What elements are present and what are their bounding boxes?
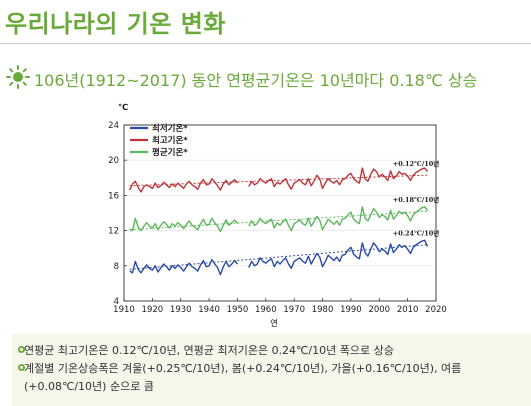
x-tick-label: 2010 [397, 305, 419, 315]
x-tick-label: 2000 [368, 305, 390, 315]
x-tick-label: 1940 [198, 305, 220, 315]
x-tick-label: 1980 [312, 305, 334, 315]
trend-line-mean [129, 210, 428, 231]
trend-label-mean: +0.18℃/10년 [393, 195, 439, 204]
legend-label-min: 최저기온* [152, 123, 188, 134]
note-seasonal: 계절별 기온상승폭은 겨울(+0.25℃/10년), 봄(+0.24℃/10년)… [24, 362, 462, 393]
x-tick-label: 1970 [283, 305, 305, 315]
notes-box [12, 334, 531, 406]
y-tick-label: 4 [114, 297, 119, 307]
temperature-chart: ℃ +0.12℃/10년 +0.18℃/10년 +0.24℃/10년 4 8 12 16 2… [100, 100, 450, 330]
y-tick-label: 24 [108, 121, 119, 131]
series-line-mean [248, 206, 429, 232]
temperature-chart-svg: ℃ +0.12℃/10년 +0.18℃/10년 +0.24℃/10년 4 8 12 16 2… [108, 103, 447, 329]
page-title: 우리나라의 기온 변화 [5, 10, 226, 38]
x-tick-label: 1950 [227, 305, 249, 315]
note-max-min: 연평균 최고기온은 0.12℃/10년, 연평균 최저기온은 0.24℃/10년… [24, 344, 394, 357]
series-line-min [248, 239, 429, 270]
sun-icon [6, 65, 30, 89]
x-tick-label: 1960 [255, 305, 277, 315]
y-tick-label: 8 [114, 262, 119, 272]
bullet-icon [18, 346, 25, 353]
y-tick-label: 20 [108, 156, 119, 166]
title-divider [0, 43, 531, 44]
x-tick-label: 1910 [113, 305, 135, 315]
series-line-mean [129, 217, 239, 233]
x-tick-label: 2020 [425, 305, 447, 315]
y-axis-unit: ℃ [118, 103, 128, 113]
plot-frame [123, 124, 437, 302]
axis-layer: 4 8 12 16 20 24 1910 1920 1930 1940 1950 1960 1970 19… [108, 121, 447, 315]
x-tick-label: 1930 [170, 305, 192, 315]
x-tick-label: 1920 [142, 305, 164, 315]
trend-label-max: +0.12℃/10년 [393, 159, 439, 168]
series-line-max [129, 177, 239, 193]
trend-label-min: +0.24℃/10년 [393, 229, 439, 238]
x-axis-label: 연 [270, 319, 278, 329]
y-tick-label: 16 [108, 191, 119, 201]
trend-line-max [129, 174, 428, 187]
legend-label-max: 최고기온* [152, 135, 188, 146]
legend-label-mean: 평균기온* [152, 147, 188, 158]
page-subtitle: 106년(1912~2017) 동안 연평균기온은 10년마다 0.18℃ 상승 [34, 71, 478, 90]
y-tick-label: 12 [108, 227, 119, 237]
series-line-min [129, 258, 239, 276]
bullet-icon [18, 364, 25, 371]
x-tick-label: 1990 [340, 305, 362, 315]
series-line-max [248, 167, 429, 190]
legend: 최저기온*최고기온*평균기온* [130, 123, 188, 158]
series-layer [129, 167, 429, 276]
